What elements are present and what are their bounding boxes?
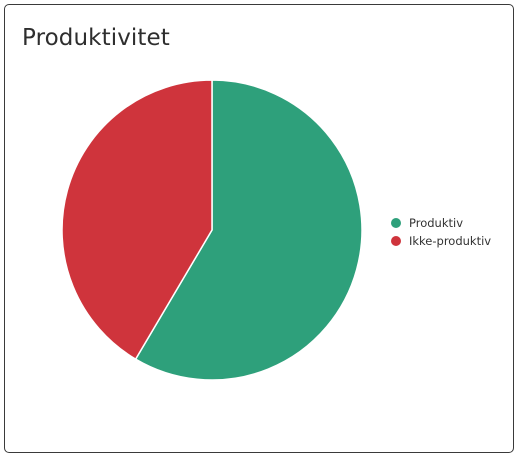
legend-label: Produktiv [409, 216, 464, 230]
chart-legend: Produktiv Ikke-produktiv [391, 214, 491, 250]
chart-card: Produktivitet Produktiv Ikke-produktiv [4, 4, 514, 453]
legend-label: Ikke-produktiv [409, 234, 492, 248]
legend-item[interactable]: Ikke-produktiv [391, 232, 491, 250]
chart-title: Produktivitet [22, 25, 170, 51]
pie-slice-produktiv[interactable] [134, 79, 363, 381]
legend-item[interactable]: Produktiv [391, 214, 491, 232]
pie-slices [61, 79, 363, 381]
legend-marker-icon [391, 236, 401, 246]
pie-slice-ikke-produktiv[interactable] [61, 79, 213, 360]
legend-marker-icon [391, 218, 401, 228]
pie-chart [61, 79, 363, 381]
